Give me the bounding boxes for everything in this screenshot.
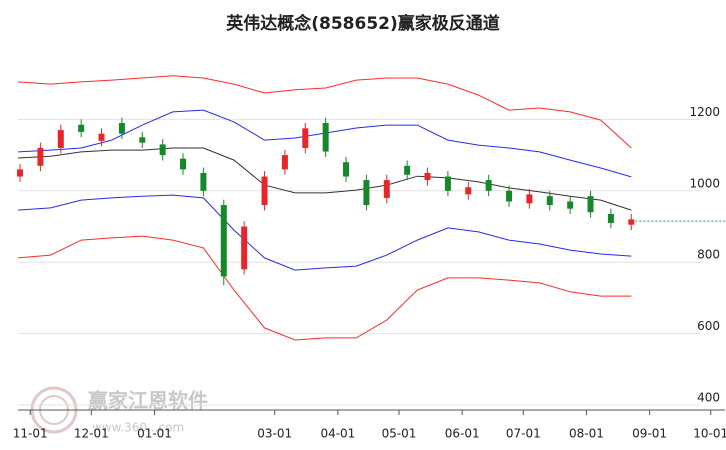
candle-body [343, 162, 350, 177]
candle-body [241, 226, 248, 270]
candle-body [98, 133, 105, 141]
channel-line [17, 235, 632, 341]
watermark: 赢家江恩软件 www.360...com [30, 386, 208, 435]
candle-body [200, 172, 207, 191]
candle-body [17, 169, 24, 177]
channel-line [17, 194, 632, 271]
chart-title: 英伟达概念(858652)赢家极反通道 [226, 13, 500, 34]
x-tick-label: 10-01 [693, 427, 726, 441]
watermark-url: www.360...com [92, 421, 184, 435]
candle-body [139, 137, 146, 143]
candle-body [159, 144, 166, 156]
x-tick-label: 08-01 [569, 427, 604, 441]
x-tick-label: 12-01 [74, 427, 109, 441]
candle-body [587, 196, 594, 213]
x-tick-label: 01-01 [137, 427, 172, 441]
y-tick-label: 1200 [689, 105, 720, 119]
candle-body [78, 124, 85, 132]
candle-body [628, 219, 635, 225]
candle-body [444, 176, 451, 191]
candle-body [404, 165, 411, 175]
candle-body [37, 147, 44, 166]
candle-body [465, 187, 472, 195]
candle-body [383, 180, 390, 198]
candle-body [281, 155, 288, 170]
candle-body [567, 201, 574, 209]
x-tick-label: 11-01 [13, 427, 48, 441]
channel-line [17, 147, 632, 211]
candle-body [506, 190, 513, 202]
candle-body [363, 180, 370, 206]
candle-body [118, 122, 125, 134]
candle-body [57, 130, 64, 148]
candle-body [424, 172, 431, 181]
candle-body [546, 196, 553, 206]
watermark-text: 赢家江恩软件 [88, 389, 208, 413]
candle-body [526, 194, 533, 204]
y-tick-label: 1000 [689, 176, 720, 190]
x-tick-label: 03-01 [257, 427, 292, 441]
x-tick-label: 04-01 [320, 427, 355, 441]
candle-body [220, 205, 227, 277]
candle-body [302, 128, 309, 148]
candle-body [322, 122, 329, 152]
candle-body [607, 214, 614, 223]
x-tick-label: 07-01 [506, 427, 541, 441]
y-tick-label: 800 [697, 248, 720, 262]
candle-body [261, 176, 268, 206]
y-tick-label: 400 [697, 391, 720, 405]
channel-line [17, 75, 632, 149]
candle-body [180, 158, 187, 170]
candle-body [485, 180, 492, 191]
y-tick-label: 600 [697, 319, 720, 333]
x-tick-label: 09-01 [632, 427, 667, 441]
x-tick-label: 05-01 [382, 427, 417, 441]
x-tick-label: 06-01 [445, 427, 480, 441]
